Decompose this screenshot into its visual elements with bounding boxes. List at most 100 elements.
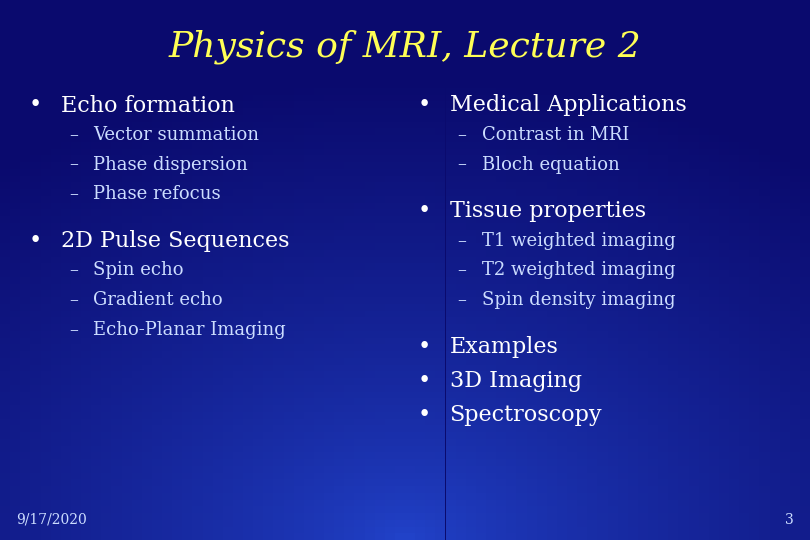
Bar xyxy=(223,330,233,338)
Bar xyxy=(193,446,202,453)
Bar xyxy=(779,0,790,6)
Bar xyxy=(243,141,253,149)
Bar xyxy=(243,426,253,432)
Bar xyxy=(577,303,587,310)
Bar xyxy=(719,472,729,480)
Bar xyxy=(61,276,71,284)
Bar xyxy=(293,392,304,399)
Bar xyxy=(455,176,466,183)
Bar xyxy=(455,453,466,459)
Bar xyxy=(466,135,475,141)
Bar xyxy=(577,438,587,445)
Bar xyxy=(253,176,263,183)
Bar xyxy=(517,507,526,513)
Bar xyxy=(799,162,810,168)
Bar xyxy=(364,519,374,526)
Bar xyxy=(263,276,273,284)
Bar xyxy=(567,486,577,492)
Bar xyxy=(293,284,304,291)
Bar xyxy=(253,102,263,108)
Bar xyxy=(760,209,770,216)
Bar xyxy=(628,534,638,540)
Bar xyxy=(547,168,557,176)
Bar xyxy=(709,14,719,20)
Bar xyxy=(436,230,446,237)
Bar xyxy=(61,209,71,216)
Bar xyxy=(557,486,567,492)
Bar xyxy=(517,6,526,14)
Bar xyxy=(243,351,253,357)
Bar xyxy=(344,20,355,27)
Bar xyxy=(628,20,638,27)
Bar xyxy=(436,330,446,338)
Bar xyxy=(172,47,182,54)
Bar xyxy=(304,519,314,526)
Bar xyxy=(395,216,405,222)
Bar xyxy=(142,14,152,20)
Bar xyxy=(547,364,557,372)
Bar xyxy=(749,284,760,291)
Bar xyxy=(557,176,567,183)
Bar xyxy=(223,54,233,60)
Bar xyxy=(152,480,162,486)
Bar xyxy=(374,357,385,364)
Bar xyxy=(617,500,628,507)
Bar xyxy=(617,6,628,14)
Bar xyxy=(142,418,152,426)
Bar xyxy=(719,216,729,222)
Bar xyxy=(436,513,446,519)
Bar xyxy=(760,6,770,14)
Bar xyxy=(628,453,638,459)
Bar xyxy=(344,459,355,465)
Bar xyxy=(374,14,385,20)
Bar xyxy=(10,276,20,284)
Bar xyxy=(40,183,50,189)
Bar xyxy=(293,303,304,310)
Bar xyxy=(101,209,112,216)
Bar xyxy=(182,519,193,526)
Bar xyxy=(587,189,597,195)
Bar xyxy=(719,128,729,135)
Bar xyxy=(790,324,799,330)
Bar xyxy=(739,195,749,202)
Bar xyxy=(243,183,253,189)
Bar xyxy=(577,284,587,291)
Bar xyxy=(284,310,293,317)
Bar xyxy=(40,74,50,81)
Bar xyxy=(709,230,719,237)
Bar xyxy=(31,486,40,492)
Bar xyxy=(202,230,212,237)
Bar xyxy=(587,27,597,33)
Bar xyxy=(233,40,243,47)
Bar xyxy=(617,486,628,492)
Bar xyxy=(293,54,304,60)
Bar xyxy=(415,526,425,534)
Bar xyxy=(688,284,698,291)
Bar xyxy=(314,338,324,345)
Bar xyxy=(374,156,385,162)
Bar xyxy=(273,345,284,351)
Bar xyxy=(455,411,466,418)
Bar xyxy=(628,459,638,465)
Bar xyxy=(101,168,112,176)
Bar xyxy=(253,68,263,74)
Bar xyxy=(557,351,567,357)
Bar xyxy=(101,276,112,284)
Bar xyxy=(122,492,131,500)
Bar xyxy=(395,486,405,492)
Bar xyxy=(679,209,688,216)
Bar xyxy=(152,87,162,94)
Bar xyxy=(587,291,597,297)
Bar xyxy=(91,94,101,102)
Bar xyxy=(131,291,142,297)
Bar xyxy=(71,33,81,40)
Bar xyxy=(355,94,364,102)
Bar xyxy=(71,492,81,500)
Bar xyxy=(436,472,446,480)
Bar xyxy=(0,148,10,156)
Text: Bloch equation: Bloch equation xyxy=(482,156,620,173)
Bar xyxy=(587,237,597,243)
Bar xyxy=(395,303,405,310)
Bar xyxy=(364,176,374,183)
Bar xyxy=(617,20,628,27)
